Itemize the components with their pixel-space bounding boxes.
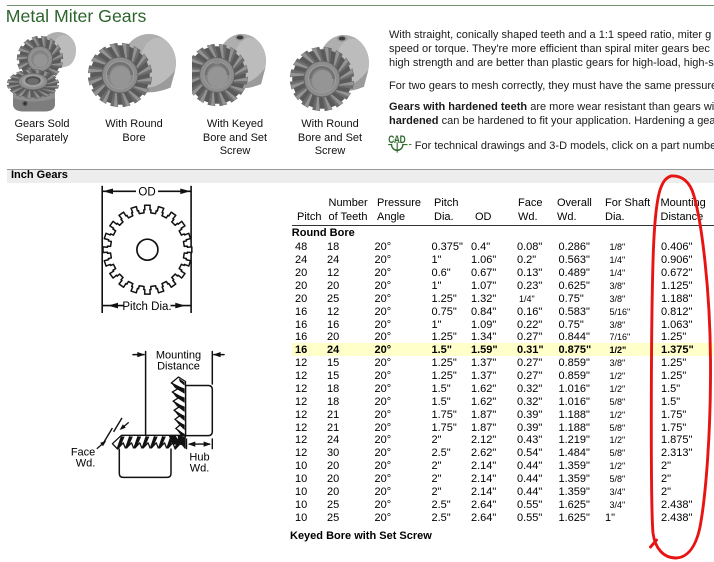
svg-text:Wd.: Wd. — [190, 463, 210, 475]
svg-text:Wd.: Wd. — [76, 458, 96, 470]
svg-text:Distance: Distance — [157, 361, 200, 373]
svg-text:Hub: Hub — [189, 452, 209, 464]
svg-text:Face: Face — [71, 447, 95, 459]
svg-text:Pitch Dia.: Pitch Dia. — [122, 301, 171, 313]
svg-text:OD: OD — [138, 187, 155, 199]
svg-text:CAD: CAD — [388, 134, 405, 146]
svg-text:Mounting: Mounting — [156, 350, 201, 362]
